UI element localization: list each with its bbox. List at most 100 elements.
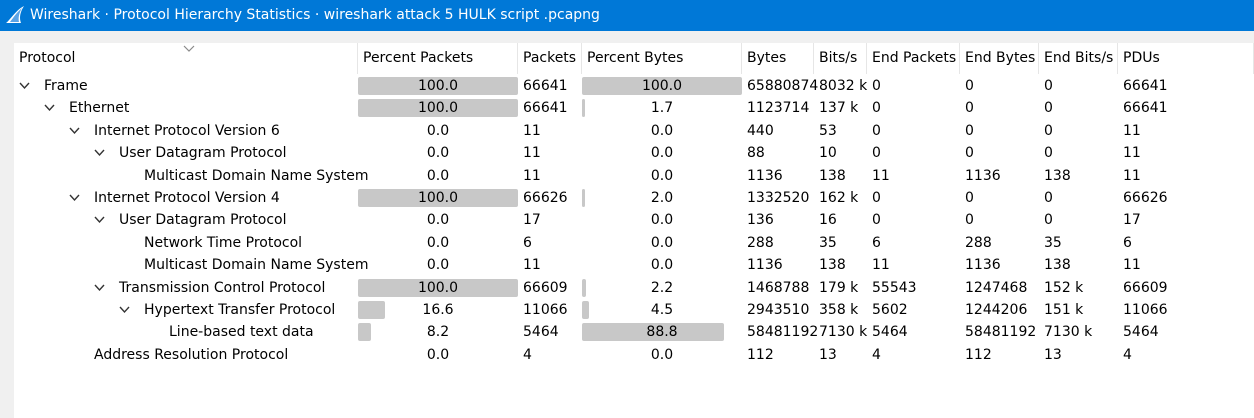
protocol-hierarchy-table[interactable]: Protocol Percent Packets Packets Percent By… <box>14 43 1254 418</box>
chevron-down-icon[interactable] <box>94 283 105 292</box>
protocol-name: Multicast Domain Name System <box>144 167 369 184</box>
table-row[interactable]: Multicast Domain Name System 0.0 0.0 11 1136… <box>14 165 1254 187</box>
end-bits-per-second-cell: 0 <box>1044 122 1053 139</box>
bytes-cell: 1468788 <box>747 279 810 296</box>
percent-bytes-cell: 4.5 <box>582 299 742 321</box>
column-header-bytes[interactable]: Bytes <box>742 43 814 74</box>
chevron-down-icon[interactable] <box>19 81 30 90</box>
bytes-cell: 1332520 <box>747 190 810 206</box>
end-bytes-cell: 0 <box>965 190 974 206</box>
pdus-cell: 6 <box>1123 234 1132 251</box>
column-header-end-bits-per-second[interactable]: End Bits/s <box>1039 43 1118 74</box>
packets-cell: 11 <box>523 145 541 162</box>
percent-packets-value: 100.0 <box>417 78 459 94</box>
percent-packets-value: 16.6 <box>422 302 454 318</box>
bytes-cell: 58481192 <box>747 324 819 341</box>
end-packets-cell: 6 <box>872 234 881 251</box>
end-packets-cell: 0 <box>872 122 881 139</box>
percent-bytes-bar <box>582 99 585 118</box>
column-header-bits-per-second[interactable]: Bits/s <box>814 43 867 74</box>
protocol-name: Ethernet <box>69 100 130 117</box>
percent-packets-bar <box>358 278 518 297</box>
percent-bytes-value: 1.7 <box>650 100 674 117</box>
table-row[interactable]: Line-based text data 8.2 88.8 5464 58481192 7… <box>14 321 1254 343</box>
column-header-packets[interactable]: Packets <box>518 43 582 74</box>
pdus-cell: 11 <box>1123 257 1141 274</box>
end-packets-cell: 0 <box>872 212 881 229</box>
percent-packets-cell: 16.6 <box>358 299 518 321</box>
column-header-end-packets[interactable]: End Packets <box>867 43 960 74</box>
window-title: Wireshark · Protocol Hierarchy Statistic… <box>30 7 600 23</box>
percent-bytes-bar <box>582 189 586 207</box>
end-packets-cell: 11 <box>872 167 890 184</box>
protocol-cell: Internet Protocol Version 6 <box>14 120 358 142</box>
bytes-cell: 440 <box>747 122 774 139</box>
column-header-percent-bytes[interactable]: Percent Bytes <box>582 43 742 74</box>
packets-cell: 66641 <box>523 78 568 94</box>
percent-bytes-value: 0.0 <box>650 257 674 274</box>
chevron-down-icon[interactable] <box>69 126 80 135</box>
table-row[interactable]: Hypertext Transfer Protocol 16.6 4.5 11066 2… <box>14 299 1254 321</box>
table-row[interactable]: Transmission Control Protocol 100.0 2.2 666… <box>14 277 1254 299</box>
table-row[interactable]: Address Resolution Protocol 0.0 0.0 4 112 13 4… <box>14 344 1254 366</box>
percent-packets-cell: 0.0 <box>358 209 518 231</box>
percent-bytes-value: 0.0 <box>650 122 674 139</box>
chevron-down-icon[interactable] <box>94 148 105 157</box>
percent-bytes-value: 0.0 <box>650 234 674 251</box>
percent-packets-value: 0.0 <box>426 212 450 229</box>
column-header-protocol[interactable]: Protocol <box>14 43 358 74</box>
percent-packets-value: 0.0 <box>426 346 450 363</box>
bytes-cell: 88 <box>747 145 765 162</box>
table-row[interactable]: User Datagram Protocol 0.0 0.0 11 88 10 0 0 0 11 <box>14 142 1254 164</box>
percent-bytes-value: 100.0 <box>641 78 683 94</box>
chevron-down-icon[interactable] <box>94 215 105 224</box>
table-row[interactable]: Internet Protocol Version 4 100.0 2.0 66626… <box>14 187 1254 209</box>
percent-bytes-cell: 0.0 <box>582 120 742 142</box>
bits-per-second-cell: 53 <box>819 122 837 139</box>
chevron-down-icon[interactable] <box>44 103 55 112</box>
bits-per-second-cell: 16 <box>819 212 837 229</box>
protocol-cell: Multicast Domain Name System <box>14 165 368 187</box>
protocol-name: User Datagram Protocol <box>119 145 287 162</box>
percent-packets-cell: 0.0 <box>358 165 518 187</box>
percent-bytes-cell: 0.0 <box>582 165 742 187</box>
percent-packets-value: 0.0 <box>426 145 450 162</box>
packets-cell: 11 <box>523 167 541 184</box>
bytes-cell: 65880874 <box>747 78 819 94</box>
end-bits-per-second-cell: 0 <box>1044 78 1053 94</box>
percent-packets-bar <box>358 189 518 207</box>
chevron-down-icon[interactable] <box>69 193 80 202</box>
packets-cell: 11066 <box>523 302 568 318</box>
end-packets-cell: 0 <box>872 145 881 162</box>
protocol-name: Internet Protocol Version 4 <box>94 190 280 206</box>
protocol-name: Multicast Domain Name System <box>144 257 369 274</box>
table-row[interactable]: Internet Protocol Version 6 0.0 0.0 11 440 53… <box>14 120 1254 142</box>
percent-packets-bar <box>358 77 518 95</box>
percent-bytes-cell: 1.7 <box>582 97 742 119</box>
column-header-end-bytes[interactable]: End Bytes <box>960 43 1039 74</box>
table-row[interactable]: Frame 100.0 100.0 66641 65880874 8032 k 0 0 0 666… <box>14 75 1254 97</box>
sort-indicator-icon[interactable] <box>183 45 195 52</box>
percent-packets-cell: 8.2 <box>358 321 518 343</box>
table-row[interactable]: User Datagram Protocol 0.0 0.0 17 136 16 0 0 0 17 <box>14 209 1254 231</box>
percent-bytes-cell: 0.0 <box>582 254 742 276</box>
bits-per-second-cell: 358 k <box>819 302 859 318</box>
protocol-name: Address Resolution Protocol <box>94 346 289 363</box>
percent-packets-value: 0.0 <box>426 234 450 251</box>
end-bytes-cell: 288 <box>965 234 992 251</box>
percent-bytes-value: 4.5 <box>650 302 674 318</box>
percent-bytes-bar <box>582 77 742 95</box>
chevron-down-icon[interactable] <box>119 305 130 314</box>
end-bytes-cell: 0 <box>965 78 974 94</box>
packets-cell: 5464 <box>523 324 559 341</box>
percent-packets-cell: 100.0 <box>358 97 518 119</box>
protocol-name: User Datagram Protocol <box>119 212 287 229</box>
table-row[interactable]: Ethernet 100.0 1.7 66641 1123714 137 k 0 0 0 6664… <box>14 97 1254 119</box>
table-row[interactable]: Network Time Protocol 0.0 0.0 6 288 35 6 288 35 6 <box>14 232 1254 254</box>
table-row[interactable]: Multicast Domain Name System 0.0 0.0 11 1136… <box>14 254 1254 276</box>
column-header-percent-packets[interactable]: Percent Packets <box>358 43 518 74</box>
end-bytes-cell: 1136 <box>965 167 1001 184</box>
bytes-cell: 288 <box>747 234 774 251</box>
column-header-pdus[interactable]: PDUs <box>1118 43 1254 74</box>
protocol-cell: Frame <box>14 75 358 97</box>
